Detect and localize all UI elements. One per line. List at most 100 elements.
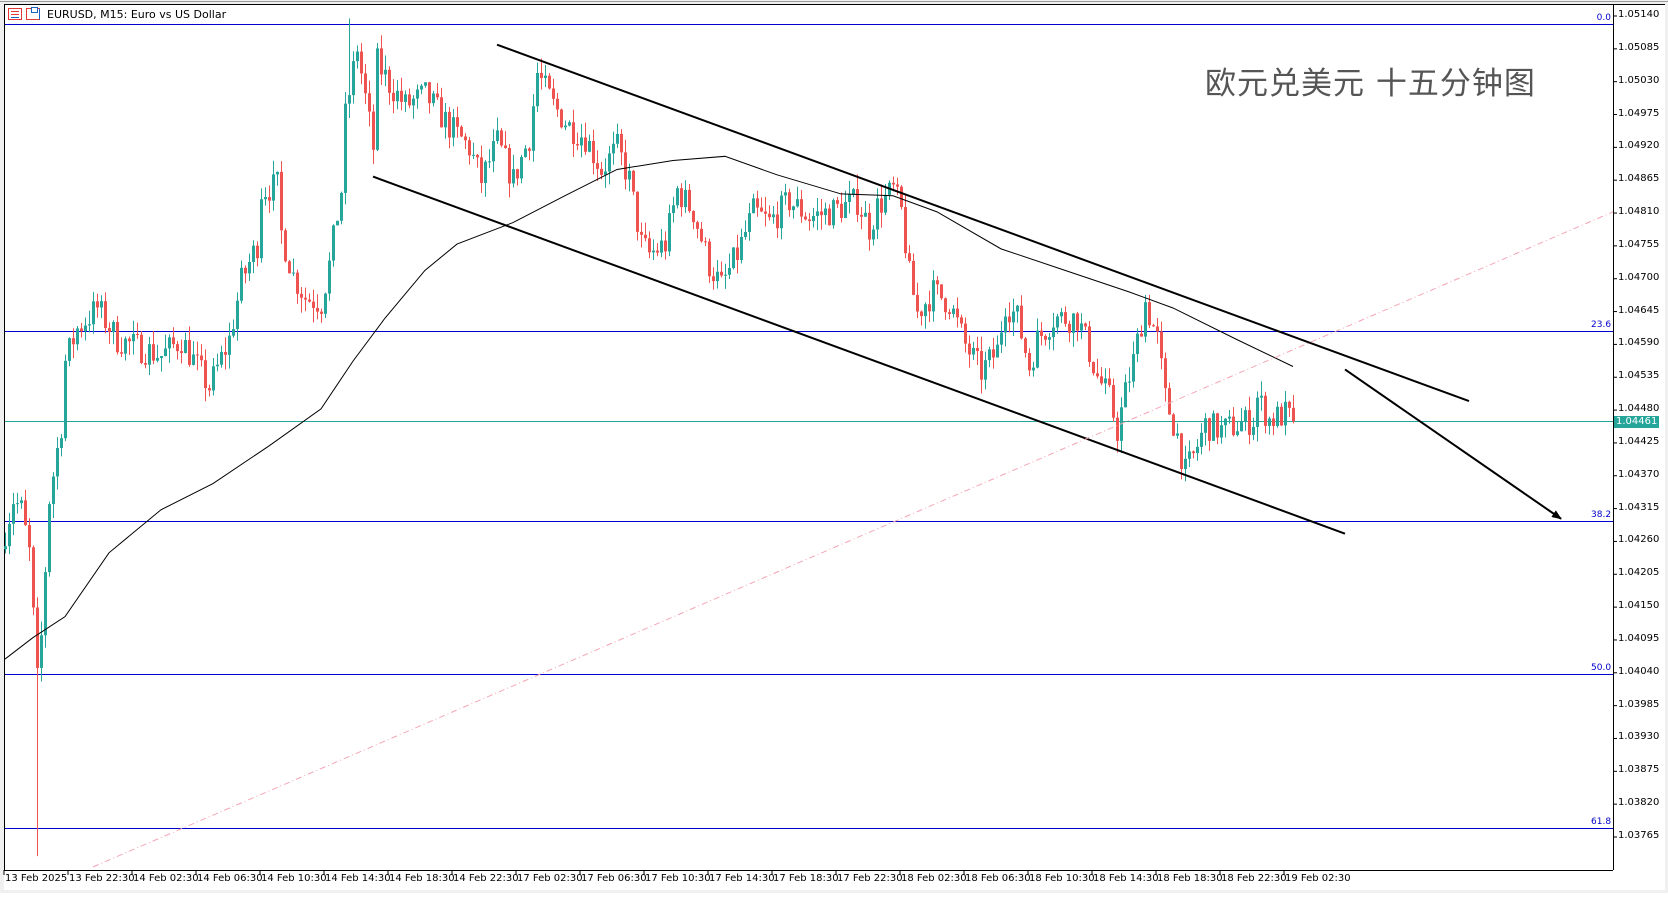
list-icon[interactable]: [8, 8, 22, 20]
price-axis-label: 1.03765: [1618, 830, 1660, 841]
candle-body: [120, 352, 123, 354]
price-axis-label: 1.04315: [1618, 501, 1660, 513]
candle-body: [1164, 358, 1167, 389]
candle-body: [764, 211, 767, 214]
candle-body: [220, 352, 223, 365]
candle-body: [1212, 413, 1215, 441]
candle-body: [1160, 331, 1163, 359]
candle-body: [276, 171, 279, 175]
candle-body: [596, 163, 599, 169]
candle-body: [1108, 378, 1111, 386]
candle-body: [736, 247, 739, 260]
candle-body: [952, 308, 955, 314]
candle-body: [856, 189, 859, 215]
candle-body: [1024, 338, 1027, 353]
candle-body: [776, 214, 779, 229]
candle-body: [1048, 337, 1051, 340]
candle-body: [512, 169, 515, 184]
candle-body: [1080, 323, 1083, 331]
candle-body: [808, 219, 811, 222]
candle-body: [264, 197, 267, 200]
price-axis-label: 1.04920: [1618, 140, 1660, 152]
candle-body: [892, 182, 895, 185]
candle-body: [48, 504, 51, 573]
candle-body: [724, 274, 727, 276]
time-axis-label: 17 Feb 22:30: [837, 873, 903, 884]
price-axis-label: 1.04370: [1618, 468, 1660, 480]
candle-body: [272, 174, 275, 201]
candle-body: [920, 311, 923, 317]
candle-body: [440, 97, 443, 128]
candle-body: [528, 148, 531, 151]
candle-body: [1140, 333, 1143, 337]
candle-body: [592, 141, 595, 164]
candle-body: [352, 61, 355, 96]
candle-body: [780, 195, 783, 229]
candle-body: [848, 194, 851, 202]
candle-body: [684, 189, 687, 208]
candle-body: [832, 200, 835, 226]
candle-body: [24, 500, 27, 526]
time-axis-label: 14 Feb 18:30: [389, 873, 455, 884]
price-axis-label: 1.04590: [1618, 337, 1660, 349]
candle-body: [716, 271, 719, 282]
candle-body: [56, 447, 59, 477]
candle-body: [956, 308, 959, 318]
candle-body: [636, 191, 639, 232]
time-axis-label: 14 Feb 06:30: [197, 873, 263, 884]
candle-body: [1260, 395, 1263, 398]
candle-body: [1232, 416, 1235, 436]
candle-body: [68, 338, 71, 361]
candle-body: [340, 192, 343, 221]
candle-body: [1176, 433, 1179, 436]
candle-body: [572, 122, 575, 145]
candle-body: [980, 351, 983, 380]
candle-body: [36, 607, 39, 668]
candle-body: [912, 260, 915, 295]
candle-body: [344, 103, 347, 193]
candle-body: [148, 344, 151, 365]
candle-body: [1148, 302, 1151, 326]
candle-body: [876, 198, 879, 230]
candle-body: [1132, 354, 1135, 382]
candle-body: [1224, 418, 1227, 426]
candle-body: [200, 355, 203, 361]
candle-body: [392, 92, 395, 102]
candle-body: [72, 338, 75, 345]
candle-body: [1220, 425, 1223, 438]
candle-body: [452, 117, 455, 138]
candle-body: [1084, 323, 1087, 327]
candle-body: [372, 111, 375, 150]
candle-body: [508, 147, 511, 184]
candle-body: [164, 348, 167, 357]
candle-body: [176, 344, 179, 352]
candle-body: [1268, 418, 1271, 426]
candle-body: [472, 154, 475, 156]
candle-body: [244, 267, 247, 274]
candle-body: [1276, 406, 1279, 427]
candle-body: [540, 72, 543, 78]
chart-window-icon[interactable]: [26, 7, 40, 20]
candle-body: [784, 192, 787, 196]
candle-body: [60, 438, 63, 448]
candle-body: [416, 89, 419, 99]
candle-body: [1152, 325, 1155, 327]
candle-body: [428, 82, 431, 104]
candle-body: [584, 137, 587, 152]
candle-body: [896, 184, 899, 187]
candle-body: [560, 109, 563, 128]
candle-body: [648, 238, 651, 253]
candle-body: [224, 352, 227, 355]
candle-body: [1092, 361, 1095, 374]
candle-body: [628, 170, 631, 180]
candle-body: [16, 503, 19, 505]
price-axis-label: 1.04700: [1618, 271, 1660, 283]
candle-body: [132, 334, 135, 342]
candle-body: [484, 161, 487, 183]
candle-body: [1236, 431, 1239, 436]
price-axis-label: 1.04975: [1618, 107, 1660, 119]
candle-body: [252, 245, 255, 262]
candle-body: [160, 356, 163, 359]
